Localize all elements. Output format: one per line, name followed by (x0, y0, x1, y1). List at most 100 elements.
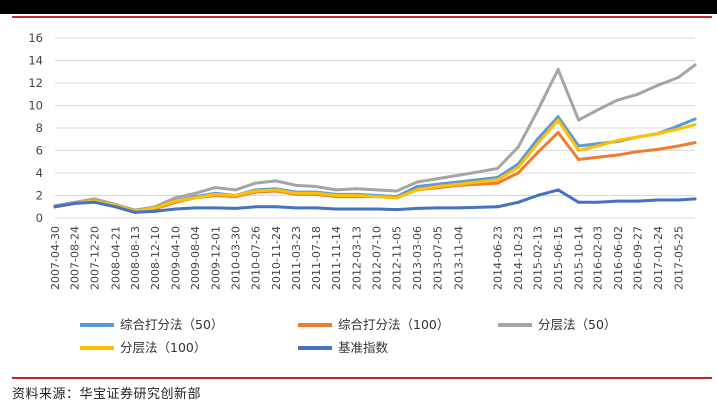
series-5-point (294, 206, 298, 210)
y-tick-label: 0 (36, 211, 43, 225)
x-tick-label: 2009-12-01 (209, 226, 222, 290)
series-3-point (636, 92, 640, 96)
x-tick-label: 2015-02-13 (531, 226, 544, 290)
x-tick-label: 2009-08-04 (189, 226, 202, 290)
series-5-point (114, 205, 117, 209)
series-3-point (174, 196, 177, 200)
y-tick-label: 8 (36, 121, 43, 135)
legend-label: 综合打分法（100） (338, 317, 449, 332)
series-5-point (133, 210, 137, 214)
series-5-point (676, 198, 680, 202)
series-3-point (596, 108, 599, 112)
series-3-point (535, 109, 539, 113)
series-3-point (577, 118, 581, 122)
series-3-point (415, 180, 419, 184)
series-2-point (535, 151, 539, 155)
gridlines (55, 37, 695, 219)
y-tick-label: 16 (28, 31, 43, 45)
series-4-point (636, 135, 640, 139)
series-line-3 (53, 63, 697, 212)
x-tick-label: 2010-03-30 (230, 226, 243, 290)
series-5-point (153, 209, 157, 213)
series-5-point (596, 200, 599, 204)
series-4-point (577, 149, 581, 152)
line-chart: 0 2 4 6 8 10 12 14 16 2007-04-30 2007-08-24 2007-1… (28, 31, 697, 355)
series-3-point (375, 188, 379, 192)
series-3-point (355, 187, 358, 191)
series-4-point (375, 195, 379, 199)
series-2-point (596, 155, 599, 159)
x-tick-label: 2007-04-30 (49, 226, 62, 290)
legend-label: 基准指数 (338, 340, 389, 355)
series-4-point (174, 199, 177, 203)
x-tick-label: 2017-01-24 (652, 226, 665, 290)
series-3-point (234, 188, 237, 192)
series-4-point (234, 194, 237, 197)
series-3-point (254, 181, 257, 185)
y-tick-label: 12 (28, 76, 43, 90)
series-5-point (516, 200, 520, 204)
x-tick-label: 2012-03-13 (351, 226, 364, 290)
series-3-point (456, 173, 460, 177)
series-5-point (193, 206, 197, 210)
x-tick-label: 2010-11-24 (270, 226, 283, 290)
series-5-point (213, 206, 217, 210)
series-3-point (496, 167, 499, 170)
series-4-point (415, 188, 419, 192)
series-2-point (656, 147, 660, 151)
y-axis-ticks: 0 2 4 6 8 10 12 14 16 (28, 31, 43, 225)
series-5-point (535, 194, 539, 197)
series-4-point (616, 138, 620, 142)
series-3-point (193, 191, 197, 195)
series-4-point (693, 123, 697, 127)
series-4-point (516, 165, 520, 169)
x-tick-label: 2008-08-13 (129, 226, 142, 290)
series-5-point (693, 197, 697, 201)
series-5-point (656, 198, 660, 202)
x-tick-label: 2011-11-14 (330, 226, 343, 290)
x-tick-label: 2016-06-02 (612, 226, 625, 290)
series-1-point (535, 137, 539, 141)
x-tick-label: 2015-06-15 (552, 226, 565, 290)
series-3-point (274, 179, 278, 183)
x-tick-label: 2011-03-23 (290, 226, 303, 290)
series-3-point (93, 197, 97, 201)
series-3-point (395, 189, 399, 193)
series-5-point (314, 206, 318, 210)
series-line-4 (53, 118, 697, 213)
x-tick-label: 2009-04-10 (170, 226, 183, 290)
x-tick-label: 2013-03-06 (411, 226, 424, 290)
y-tick-label: 6 (36, 144, 43, 158)
series-5-point (395, 208, 399, 212)
series-1-point (415, 185, 419, 188)
series-2-point (636, 150, 640, 154)
series-5-point (274, 205, 278, 209)
y-tick-label: 4 (36, 166, 43, 180)
series-4-point (676, 127, 680, 131)
x-tick-label: 2017-05-25 (672, 226, 685, 290)
x-tick-label: 2008-04-21 (110, 226, 123, 290)
series-4-point (213, 192, 217, 196)
series-5-point (415, 206, 419, 210)
series-5-point (234, 206, 237, 210)
series-4-point (496, 178, 499, 182)
y-tick-label: 14 (28, 54, 43, 68)
x-tick-label: 2015-10-14 (573, 226, 586, 290)
series-5-point (93, 200, 97, 204)
series-5-point (577, 200, 581, 204)
series-2-point (496, 181, 499, 185)
x-tick-label: 2011-07-18 (310, 226, 323, 290)
series-4-point (193, 196, 197, 200)
series-5-point (456, 206, 460, 210)
legend-label: 分层法（50） (538, 317, 616, 332)
series-1-point (556, 115, 560, 119)
series-2-point (693, 141, 697, 145)
series-5-point (355, 207, 358, 211)
series-5-point (496, 205, 499, 209)
series-4-point (596, 144, 599, 148)
x-tick-label: 2008-12-10 (149, 226, 162, 290)
x-tick-label: 2007-08-24 (69, 226, 82, 290)
series-4-point (556, 118, 560, 122)
source-note: 资料来源：华宝证券研究创新部 (12, 387, 202, 402)
series-2-point (676, 144, 680, 148)
